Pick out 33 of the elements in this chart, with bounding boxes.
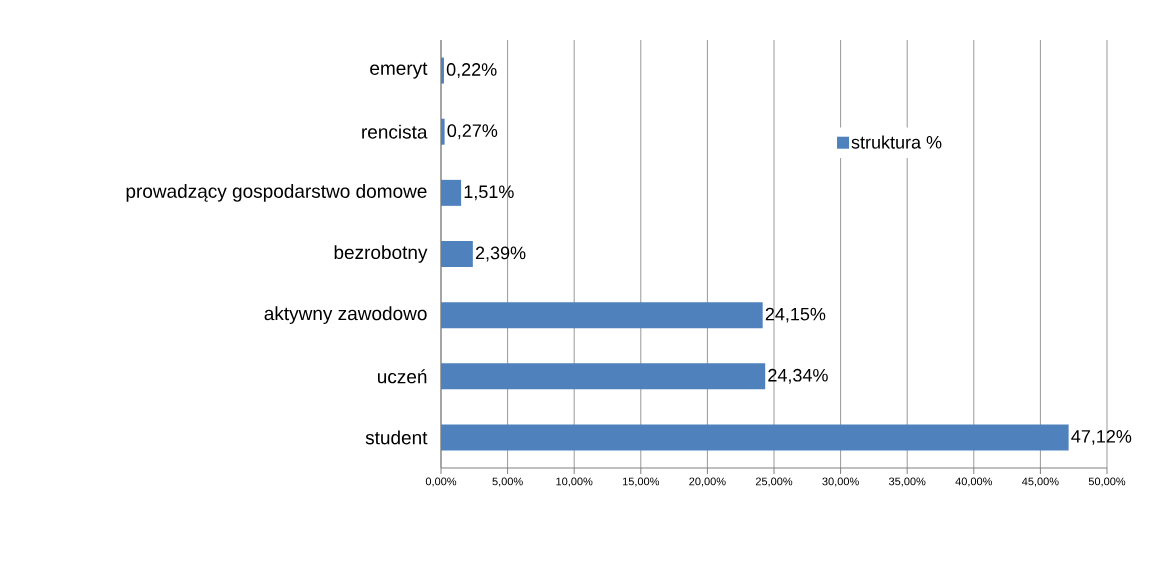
bar: [441, 57, 444, 84]
y-tick-label: aktywny zawodowo: [264, 306, 427, 324]
bar: [441, 302, 763, 329]
y-tick-label: prowadzący gospodarstwo domowe: [126, 183, 427, 202]
x-tick-label: 5,00%: [492, 477, 523, 487]
x-tick-label: 0,00%: [425, 477, 457, 487]
x-tick-label: 15,00%: [622, 477, 660, 487]
x-tick-label: 35,00%: [888, 477, 926, 487]
x-tick-label: 40,00%: [955, 477, 993, 487]
y-tick-label: uczeń: [378, 369, 427, 384]
bar: [441, 179, 462, 206]
y-tick-label: student: [365, 430, 428, 445]
bar: [441, 424, 1069, 451]
data-label: 47,12%: [1071, 429, 1132, 445]
data-label: 0,27%: [447, 124, 498, 140]
legend-label: struktura %: [851, 135, 942, 149]
x-tick-label: 25,00%: [755, 477, 793, 487]
data-label: 1,51%: [464, 185, 514, 201]
y-tick-label: bezrobotny: [334, 245, 428, 263]
x-tick-label: 10,00%: [556, 477, 593, 487]
x-tick-label: 20,00%: [689, 477, 726, 487]
bar: [441, 363, 766, 390]
x-tick-label: 30,00%: [822, 477, 859, 487]
y-tick-label: emeryt: [370, 62, 428, 79]
y-tick-label: rencista: [362, 124, 428, 139]
data-label: 2,39%: [475, 246, 526, 262]
data-label: 24,15%: [765, 307, 826, 323]
data-label: 24,34%: [768, 368, 828, 384]
bar: [441, 240, 473, 267]
data-label: 0,22%: [446, 63, 497, 78]
bar: [441, 118, 445, 145]
x-tick-label: 50,00%: [1088, 477, 1126, 487]
x-tick-label: 45,00%: [1021, 477, 1059, 487]
